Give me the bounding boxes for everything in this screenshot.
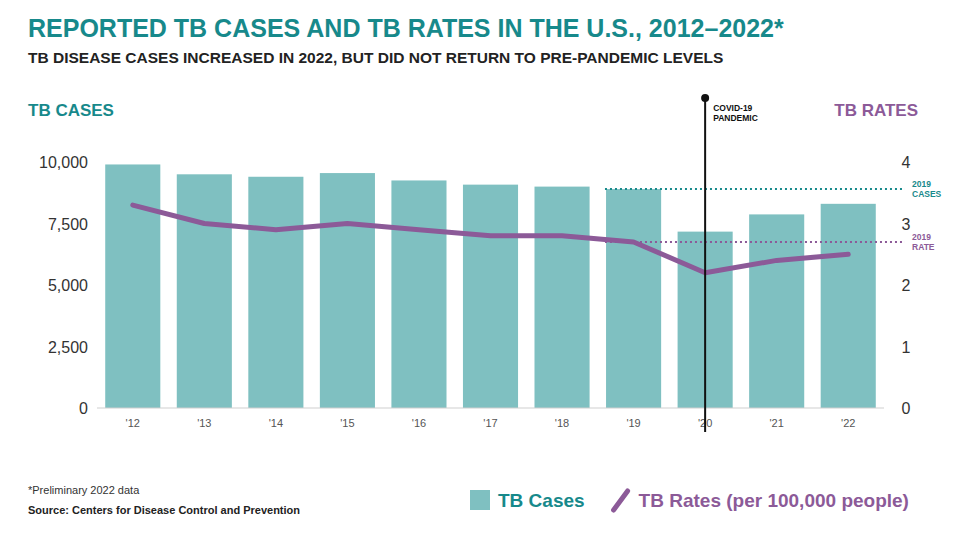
bar <box>606 189 661 408</box>
y-tick-label: 0 <box>79 400 88 417</box>
y2-tick-label: 3 <box>902 216 911 233</box>
y-tick-label: 2,500 <box>48 339 88 356</box>
x-tick-label: '12 <box>126 417 140 429</box>
bar <box>463 185 518 408</box>
event-line <box>704 98 706 432</box>
y2-tick-label: 4 <box>902 154 911 171</box>
y2-tick <box>886 346 890 347</box>
legend-swatch <box>470 490 490 510</box>
y2-tick <box>886 285 890 286</box>
reference-line <box>605 241 905 243</box>
x-tick-label: '15 <box>340 417 354 429</box>
footnote: *Preliminary 2022 data <box>28 484 140 496</box>
x-tick-label: '16 <box>412 417 426 429</box>
reference-label: CASES <box>912 189 942 199</box>
y2-tick-label: 2 <box>902 277 911 294</box>
reference-label: 2019 <box>912 232 931 242</box>
y2-tick-label: 1 <box>902 339 911 356</box>
y-tick <box>91 223 95 224</box>
subtitle: TB DISEASE CASES INCREASED IN 2022, BUT … <box>28 49 723 66</box>
legend-label: TB Rates (per 100,000 people) <box>639 490 909 511</box>
source: Source: Centers for Disease Control and … <box>28 504 300 516</box>
x-tick-label: '18 <box>555 417 569 429</box>
x-tick-label: '13 <box>197 417 211 429</box>
chart: REPORTED TB CASES AND TB RATES IN THE U.… <box>0 0 973 549</box>
y-tick-label: 10,000 <box>39 154 88 171</box>
x-tick-label: '14 <box>269 417 283 429</box>
x-axis-line <box>97 408 884 409</box>
event-dot <box>701 94 709 102</box>
legend-swatch <box>614 491 628 510</box>
title: REPORTED TB CASES AND TB RATES IN THE U.… <box>28 14 784 42</box>
bar <box>320 173 375 408</box>
y2-tick <box>886 162 890 163</box>
annotation: COVID-19 <box>713 103 752 113</box>
bar <box>391 180 446 408</box>
y-axis-label: TB CASES <box>28 101 114 120</box>
bar <box>177 174 232 408</box>
y2-axis-label: TB RATES <box>834 101 918 120</box>
annotation: PANDEMIC <box>713 113 758 123</box>
bar <box>749 214 804 408</box>
bar <box>821 204 876 408</box>
x-tick-label: '21 <box>770 417 784 429</box>
line-area <box>133 205 848 273</box>
reference-label: RATE <box>912 242 935 252</box>
x-tick-label: '17 <box>483 417 497 429</box>
y2-tick <box>886 408 890 409</box>
x-tick-label: '19 <box>626 417 640 429</box>
y-tick <box>91 285 95 286</box>
y-tick <box>91 408 95 409</box>
line <box>133 205 848 273</box>
reference-line <box>605 188 905 190</box>
y-tick-label: 7,500 <box>48 216 88 233</box>
legend-label: TB Cases <box>498 490 585 511</box>
y2-tick-label: 0 <box>902 400 911 417</box>
y-tick <box>91 162 95 163</box>
y2-tick <box>886 223 890 224</box>
y-tick <box>91 346 95 347</box>
bar <box>248 177 303 408</box>
bar <box>535 187 590 408</box>
bar <box>105 164 160 408</box>
reference-label: 2019 <box>912 179 931 189</box>
x-tick-label: '22 <box>841 417 855 429</box>
plot-area <box>105 164 876 408</box>
y-tick-label: 5,000 <box>48 277 88 294</box>
